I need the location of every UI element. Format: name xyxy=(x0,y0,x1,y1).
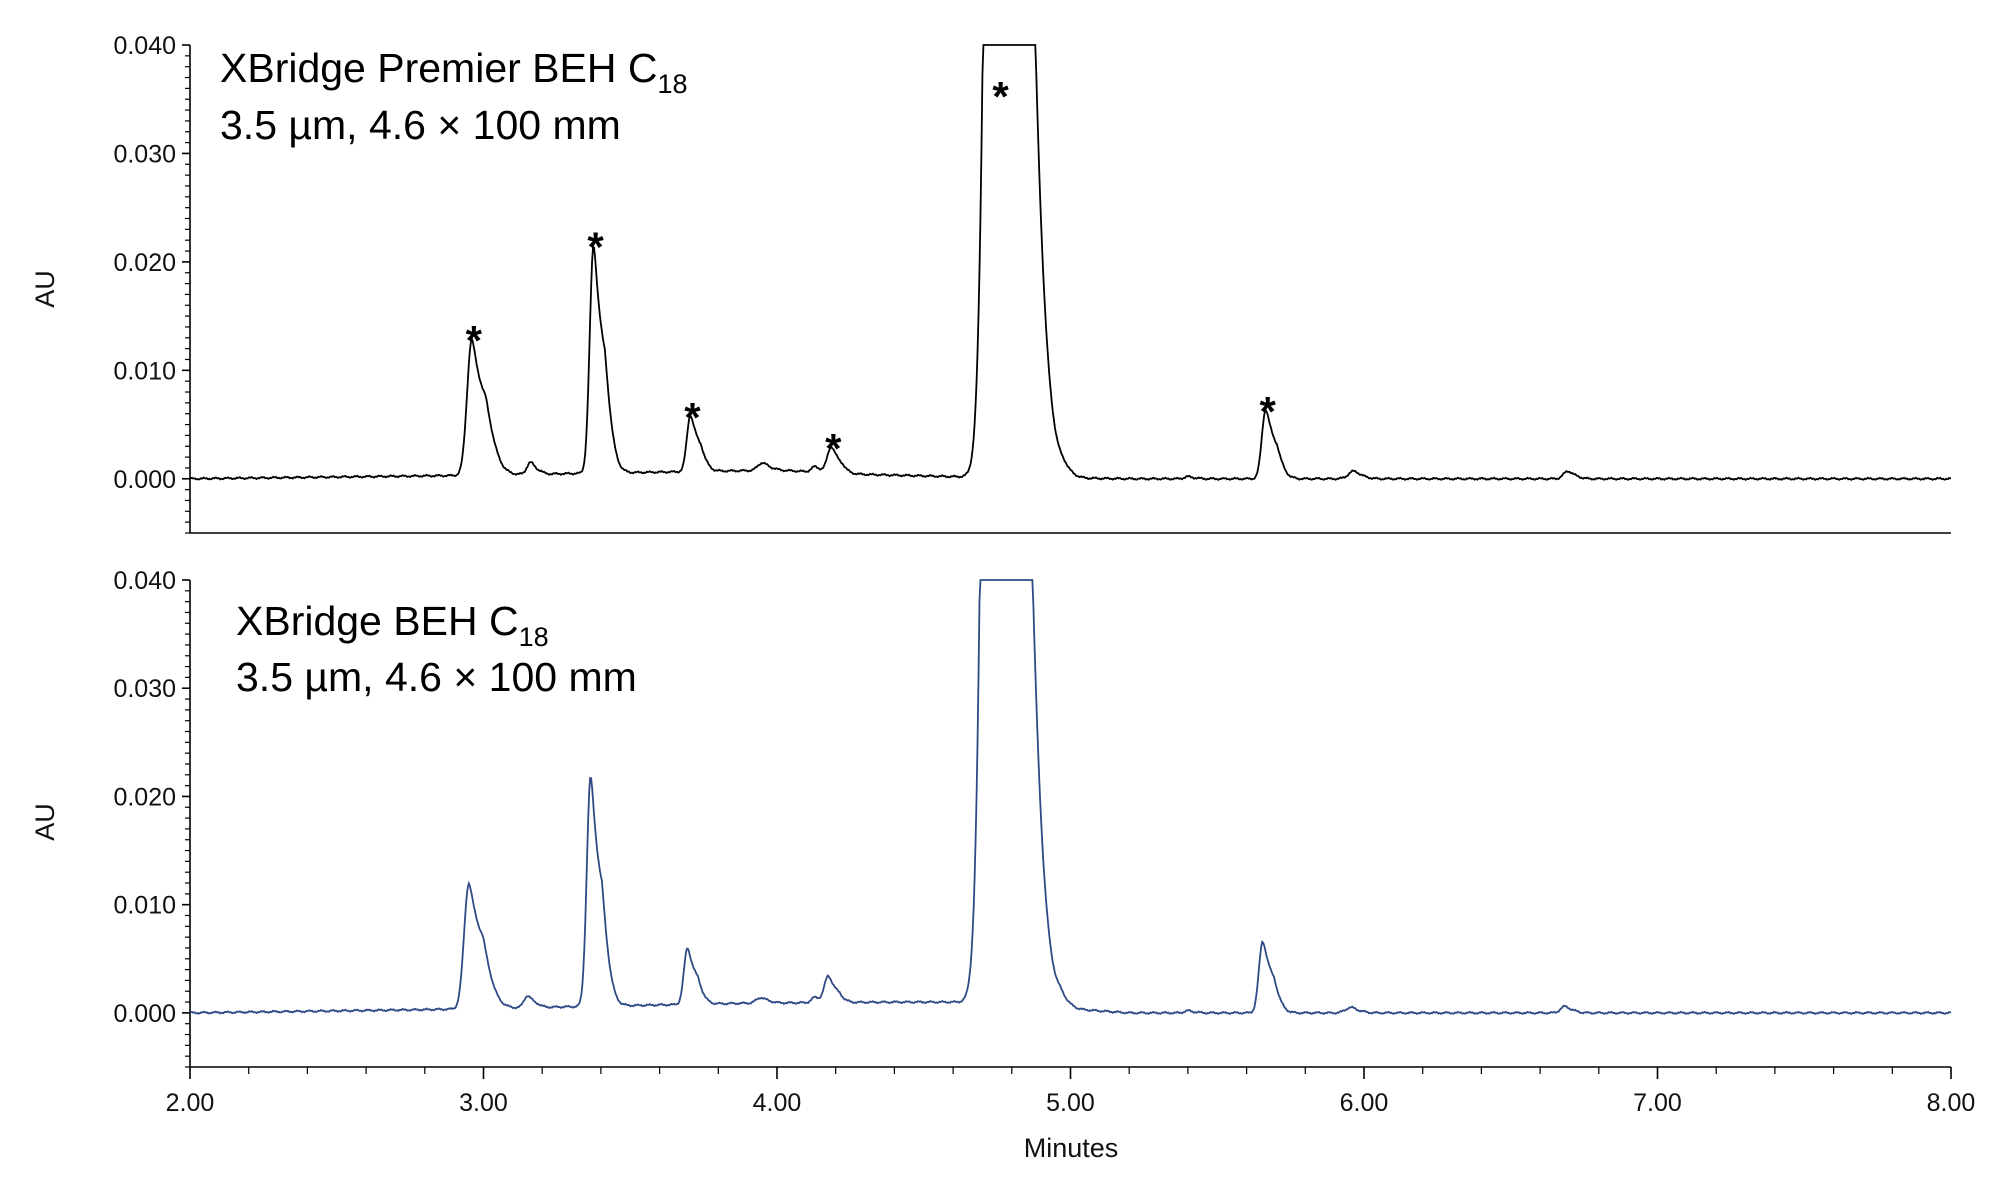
chromatogram-trace xyxy=(189,579,1952,1016)
y-tick-label: 0.000 xyxy=(113,466,176,494)
peak-asterisk: * xyxy=(825,425,842,472)
column-dimensions: 3.5 µm, 4.6 × 100 mm xyxy=(220,102,621,148)
column-name-subscript: 18 xyxy=(519,622,549,652)
peak-asterisk: * xyxy=(1259,388,1276,435)
y-tick-label: 0.020 xyxy=(113,249,176,277)
y-tick-label: 0.030 xyxy=(113,675,176,703)
peak-asterisk: * xyxy=(684,394,701,441)
x-tick-label: 7.00 xyxy=(1633,1089,1682,1117)
column-title: XBridge Premier BEH C18 xyxy=(220,45,688,99)
y-tick-label: 0.040 xyxy=(113,567,176,595)
x-axis-label: Minutes xyxy=(1024,1133,1119,1163)
y-axis-label: AU xyxy=(30,270,60,308)
column-title: XBridge BEH C18 xyxy=(236,598,549,652)
peak-markers: * * * * * * xyxy=(466,73,1277,472)
y-tick-label: 0.040 xyxy=(113,32,176,60)
x-ticks: 2.00 3.00 4.00 5.00 6.00 7.00 8.00 xyxy=(166,1067,1976,1117)
x-tick-label: 8.00 xyxy=(1927,1089,1976,1117)
column-name-subscript: 18 xyxy=(657,69,687,99)
x-tick-label: 5.00 xyxy=(1046,1089,1095,1117)
peak-asterisk: * xyxy=(992,73,1009,120)
y-ticks: 0.000 0.010 0.020 0.030 0.040 xyxy=(113,32,190,534)
bottom-chromatogram-panel: 0.000 0.010 0.020 0.030 0.040 2.00 3.00 4.00 5.… xyxy=(30,567,1975,1163)
top-chromatogram-panel: 0.000 0.010 0.020 0.030 0.040 AU * * * * * * XBri… xyxy=(30,32,1952,534)
peak-asterisk: * xyxy=(587,224,604,271)
column-name: XBridge Premier BEH C xyxy=(220,45,657,91)
x-tick-label: 2.00 xyxy=(166,1089,215,1117)
y-tick-label: 0.030 xyxy=(113,140,176,168)
x-tick-label: 6.00 xyxy=(1340,1089,1389,1117)
y-tick-label: 0.010 xyxy=(113,892,176,920)
x-tick-label: 4.00 xyxy=(753,1089,802,1117)
column-dimensions: 3.5 µm, 4.6 × 100 mm xyxy=(236,654,637,700)
y-tick-label: 0.010 xyxy=(113,357,176,385)
column-name: XBridge BEH C xyxy=(236,598,519,644)
y-axis-label: AU xyxy=(30,803,60,841)
y-tick-label: 0.020 xyxy=(113,783,176,811)
y-tick-label: 0.000 xyxy=(113,1000,176,1028)
chromatogram-trace xyxy=(189,44,1952,481)
y-ticks: 0.000 0.010 0.020 0.030 0.040 xyxy=(113,567,190,1068)
x-tick-label: 3.00 xyxy=(459,1089,508,1117)
peak-asterisk: * xyxy=(466,317,483,364)
